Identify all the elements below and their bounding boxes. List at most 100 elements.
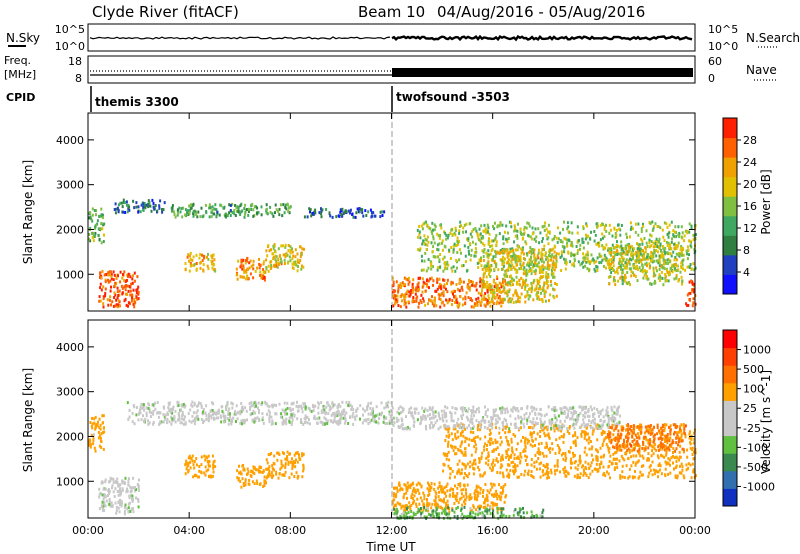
data-cell (259, 482, 262, 486)
data-cell (399, 305, 402, 309)
data-cell (430, 276, 433, 280)
data-cell (623, 266, 626, 270)
data-cell (517, 256, 520, 260)
data-cell (465, 464, 467, 468)
data-cell (93, 417, 96, 421)
data-cell (446, 489, 449, 493)
data-cell (607, 472, 610, 476)
data-cell (486, 253, 489, 257)
data-cell (144, 206, 147, 210)
data-cell (470, 496, 473, 500)
data-cell (453, 494, 456, 498)
data-cell (543, 244, 546, 248)
data-cell (347, 422, 350, 425)
data-cell (369, 406, 372, 410)
data-cell (170, 411, 173, 415)
data-cell (499, 497, 502, 501)
data-cell (188, 269, 191, 273)
data-cell (637, 222, 640, 226)
data-cell (441, 507, 444, 510)
data-cell (574, 459, 577, 463)
data-cell (242, 275, 245, 279)
data-cell (544, 299, 547, 303)
data-cell (197, 403, 200, 407)
data-cell (114, 501, 117, 505)
data-cell (393, 494, 396, 498)
data-cell (513, 457, 516, 460)
data-cell (486, 288, 489, 292)
data-cell (544, 221, 547, 225)
data-cell (526, 253, 529, 257)
data-cell (216, 212, 219, 216)
data-cell (244, 210, 247, 214)
data-cell (497, 296, 500, 300)
data-cell (119, 280, 122, 284)
data-cell (451, 281, 454, 285)
data-cell (617, 244, 620, 248)
data-cell (234, 204, 237, 207)
data-cell (210, 210, 213, 214)
data-cell (417, 481, 420, 485)
data-cell (483, 223, 486, 227)
data-cell (553, 250, 556, 254)
data-cell (474, 254, 477, 258)
data-cell (347, 209, 350, 213)
data-cell (556, 461, 559, 465)
data-cell (609, 228, 612, 232)
data-cell (100, 207, 103, 211)
data-cell (493, 285, 496, 289)
data-cell (564, 454, 567, 458)
data-cell (685, 468, 688, 472)
data-cell (474, 489, 477, 493)
data-cell (525, 274, 528, 278)
data-cell (253, 401, 256, 405)
data-cell (181, 215, 184, 219)
data-cell (494, 236, 497, 240)
data-cell (417, 235, 419, 239)
data-cell (222, 411, 225, 415)
data-cell (296, 252, 299, 256)
data-cell (688, 253, 690, 257)
data-cell (148, 421, 151, 425)
data-cell (420, 301, 423, 304)
data-cell (323, 422, 326, 426)
data-cell (261, 401, 264, 405)
data-cell (97, 233, 100, 237)
data-cell (643, 237, 646, 240)
data-cell (266, 404, 269, 408)
data-cell (658, 237, 661, 241)
data-cell (387, 405, 390, 409)
data-cell (254, 411, 257, 415)
data-cell (102, 414, 105, 418)
data-cell (464, 427, 466, 431)
data-cell (499, 458, 502, 462)
data-cell (316, 421, 319, 425)
data-cell (531, 237, 533, 241)
data-cell (233, 212, 236, 216)
data-cell (481, 288, 483, 292)
data-cell (211, 474, 214, 478)
data-cell (202, 269, 205, 273)
data-cell (465, 291, 468, 295)
data-cell (444, 231, 447, 235)
data-cell (302, 469, 305, 473)
data-cell (589, 260, 592, 264)
data-cell (100, 446, 103, 449)
data-cell (544, 252, 547, 256)
data-cell (437, 255, 440, 259)
data-cell (190, 203, 193, 207)
data-cell (675, 244, 677, 248)
data-cell (285, 422, 288, 426)
data-cell (284, 245, 287, 249)
data-cell (100, 222, 103, 226)
data-cell (131, 277, 134, 281)
data-cell (424, 251, 427, 255)
data-cell (485, 251, 488, 255)
data-cell (123, 505, 126, 509)
data-cell (565, 261, 568, 265)
data-cell (541, 300, 544, 304)
data-cell (468, 222, 471, 226)
data-cell (418, 301, 420, 305)
data-cell (496, 440, 499, 444)
data-cell (438, 498, 441, 502)
